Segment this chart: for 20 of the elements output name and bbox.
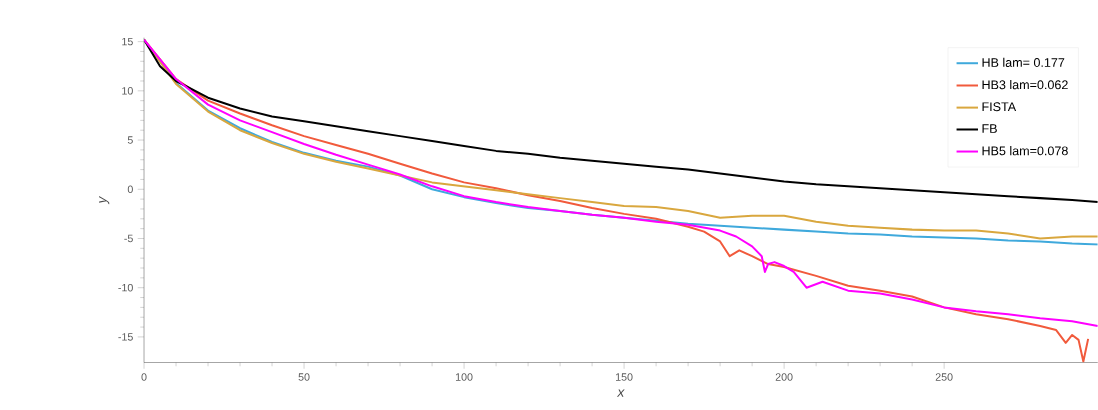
legend-label: FB [982, 123, 997, 133]
y-tick-label: -5 [124, 234, 133, 242]
y-tick-label: -15 [118, 332, 133, 341]
legend-label: HB5 lam=0.078 [982, 145, 1068, 156]
x-tick-label: 0 [141, 372, 147, 381]
x-tick-label: 100 [455, 372, 473, 381]
y-axis-title: y [99, 195, 110, 205]
y-tick-label: 0 [127, 185, 133, 193]
x-tick-label: 150 [616, 372, 633, 381]
y-tick-label: -10 [118, 283, 133, 292]
x-tick-label: 50 [298, 372, 310, 381]
x-tick-label: 200 [775, 372, 793, 381]
x-axis-title: x [616, 389, 625, 397]
legend-label: FISTA [982, 102, 1017, 111]
y-tick-label: 15 [122, 37, 133, 46]
y-tick-label: 10 [122, 86, 133, 95]
x-tick-label: 250 [935, 372, 953, 381]
legend-label: HB lam= 0.177 [982, 57, 1065, 67]
legend-label: HB3 lam=0.062 [982, 79, 1068, 89]
y-tick-label: 5 [127, 136, 133, 144]
